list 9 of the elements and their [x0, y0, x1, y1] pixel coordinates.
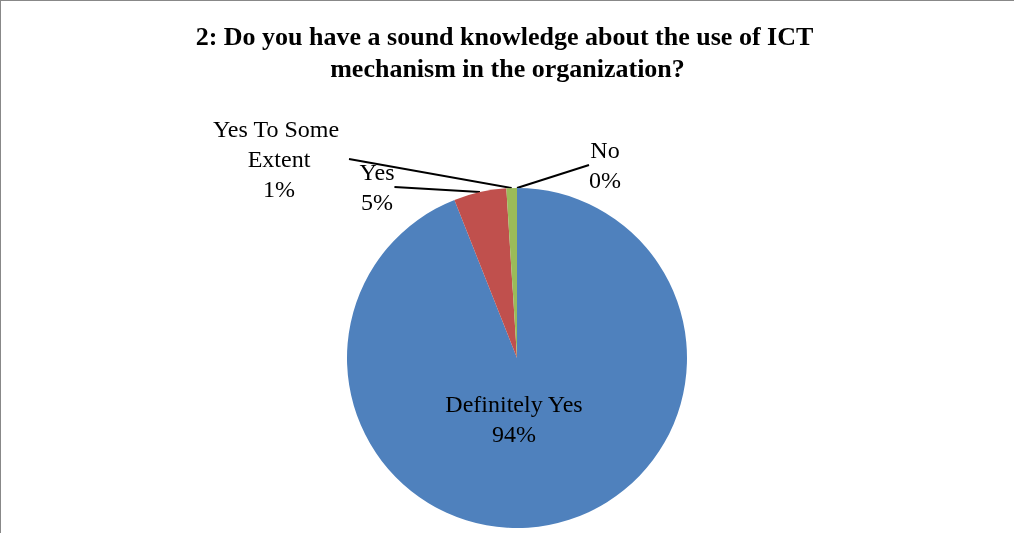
text: 0% — [589, 167, 621, 193]
chart-title: 2: Do you have a sound knowledge about the use of ICT mechanism in the organization? — [195, 21, 820, 83]
data-label: 1% — [263, 176, 295, 202]
category-label: No — [590, 137, 620, 163]
slice-label: Yes To Some Extent — [212, 116, 346, 172]
data-label: 5% — [361, 189, 393, 215]
data-label: 94% — [492, 421, 536, 447]
slice-label: Yes — [359, 159, 395, 185]
slice-label: Definitely Yes — [445, 391, 583, 417]
